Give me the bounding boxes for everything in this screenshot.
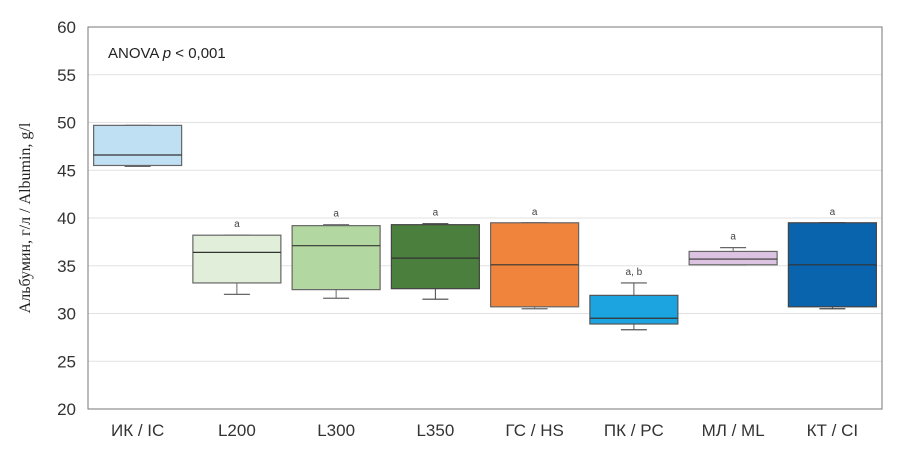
significance-label: a (830, 207, 836, 218)
anova-p-symbol: p (162, 45, 171, 62)
y-tick-label: 25 (57, 352, 76, 371)
x-category-label: ГС / HS (505, 421, 564, 440)
anova-annotation: ANOVA p < 0,001 (108, 45, 226, 62)
y-tick-label: 20 (57, 400, 76, 419)
significance-label: a, b (626, 267, 643, 278)
box-group: a (787, 207, 877, 310)
plot-area-frame (87, 26, 883, 410)
x-category-label: ПК / PC (604, 421, 664, 440)
gridlines (88, 74, 882, 362)
box-group: a (688, 232, 778, 266)
iqr-box (589, 294, 679, 325)
iqr-box (390, 224, 480, 290)
y-axis-tick-labels: 20 25 30 35 40 45 50 55 60 (57, 18, 76, 419)
y-tick-label: 35 (57, 257, 76, 276)
x-axis-category-labels: ИК / IC L200 L300 L350 ГС / HS ПК / PC МЛ / ML… (111, 421, 858, 440)
box-group (93, 124, 183, 168)
iqr-box (93, 124, 183, 167)
boxes: a a a a a, b a a (93, 124, 877, 331)
box-group: a (490, 207, 580, 310)
y-axis-label: Альбумин, г/л / Albumin, g/l (17, 122, 34, 313)
y-tick-label: 60 (57, 18, 76, 37)
anova-prefix: ANOVA (108, 45, 163, 62)
x-category-label: L350 (416, 421, 454, 440)
significance-label: a (532, 207, 538, 218)
y-tick-label: 45 (57, 161, 76, 180)
anova-suffix: < 0,001 (171, 45, 226, 62)
significance-label: a (433, 208, 439, 219)
box-group: a (390, 208, 480, 300)
significance-label: a (333, 209, 339, 220)
y-tick-label: 30 (57, 305, 76, 324)
iqr-box (688, 250, 778, 266)
x-category-label: L200 (218, 421, 256, 440)
x-category-label: ИК / IC (111, 421, 164, 440)
significance-label: a (234, 219, 240, 230)
x-category-label: КТ / CI (807, 421, 858, 440)
y-tick-label: 50 (57, 114, 76, 133)
y-tick-label: 55 (57, 66, 76, 85)
iqr-box (291, 225, 381, 291)
x-category-label: МЛ / ML (702, 421, 765, 440)
x-category-label: L300 (317, 421, 355, 440)
box-group: a (192, 219, 282, 295)
y-tick-label: 40 (57, 209, 76, 228)
iqr-box (192, 234, 282, 284)
box-group: a, b (589, 267, 679, 331)
box-group: a (291, 209, 381, 299)
significance-label: a (730, 232, 736, 243)
